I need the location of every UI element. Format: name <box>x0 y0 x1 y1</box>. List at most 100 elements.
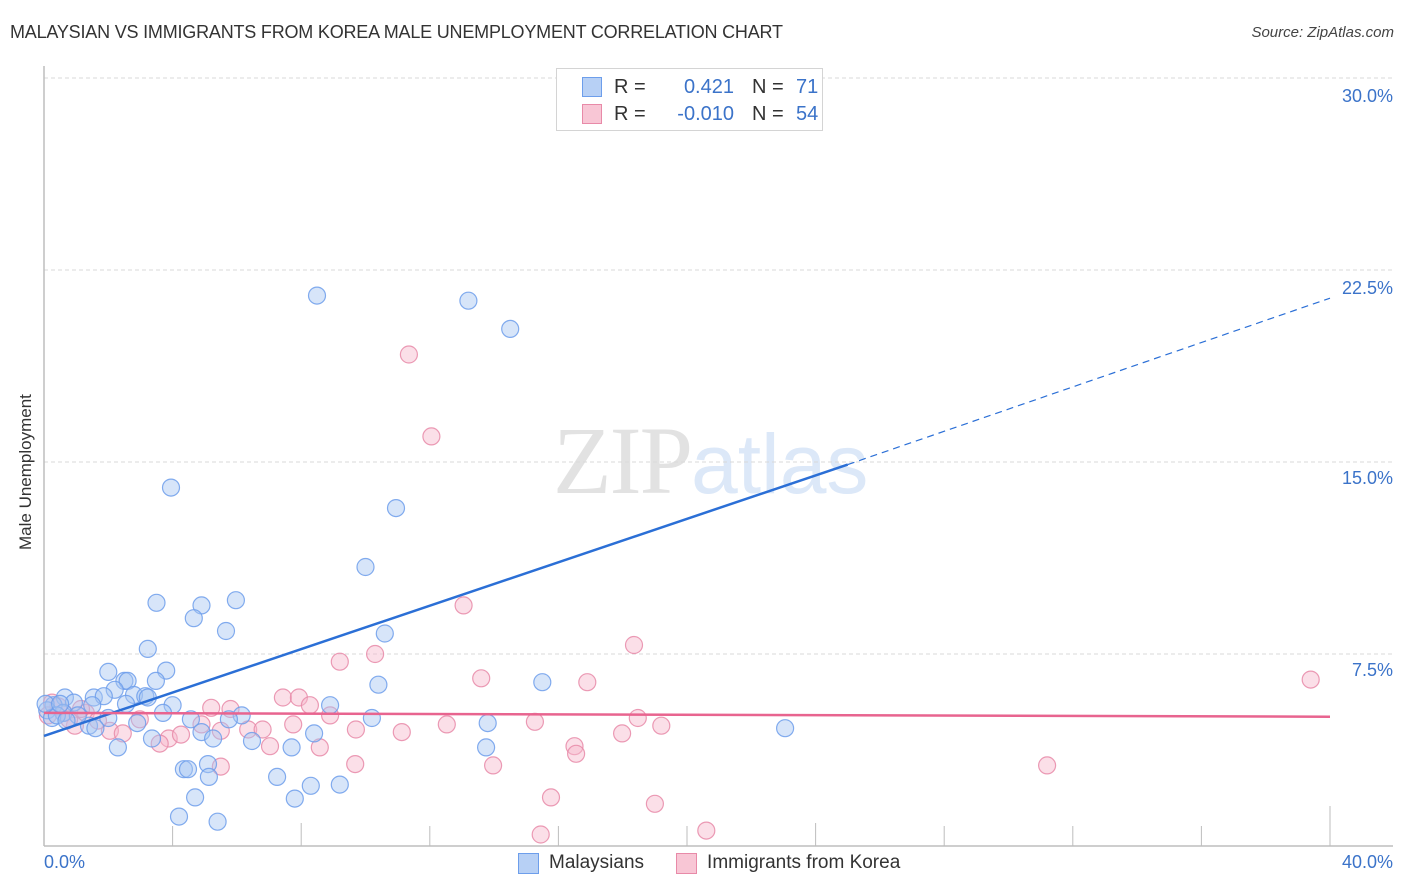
korea-point[interactable] <box>202 698 221 717</box>
malaysians-point[interactable] <box>501 319 520 338</box>
malaysians-point[interactable] <box>186 788 205 807</box>
malaysians-point[interactable] <box>307 286 327 305</box>
korea-point[interactable] <box>273 688 292 707</box>
malaysians-point[interactable] <box>478 713 497 733</box>
malaysians-swatch-icon <box>582 77 602 97</box>
korea-point[interactable] <box>566 744 586 763</box>
korea-point[interactable] <box>624 635 644 655</box>
korea-point[interactable] <box>531 825 550 844</box>
korea-point[interactable] <box>1301 670 1320 689</box>
malaysians-point[interactable] <box>47 706 67 725</box>
korea-point[interactable] <box>284 715 303 734</box>
malaysians-point[interactable] <box>285 789 304 808</box>
korea-point[interactable] <box>171 725 191 744</box>
malaysians-point[interactable] <box>216 621 236 641</box>
malaysians-point[interactable] <box>268 767 287 787</box>
malaysians-point[interactable] <box>204 729 223 748</box>
korea-point[interactable] <box>346 720 365 739</box>
malaysians-point[interactable] <box>174 760 193 779</box>
malaysians-trendline-projection <box>847 297 1331 466</box>
malaysians-point[interactable] <box>375 624 394 643</box>
malaysians-point[interactable] <box>226 591 245 610</box>
korea-point[interactable] <box>484 756 503 775</box>
korea-point[interactable] <box>321 706 340 725</box>
malaysians-point[interactable] <box>99 662 118 682</box>
korea-point[interactable] <box>192 715 211 734</box>
malaysians-point[interactable] <box>147 593 166 612</box>
malaysians-point[interactable] <box>301 776 320 795</box>
malaysians-point[interactable] <box>199 767 218 787</box>
korea-point[interactable] <box>422 427 441 446</box>
malaysians-point[interactable] <box>219 710 238 729</box>
malaysians-point[interactable] <box>142 729 162 748</box>
korea-point[interactable] <box>697 821 716 840</box>
malaysians-point[interactable] <box>362 708 381 728</box>
korea-point[interactable] <box>399 345 418 364</box>
malaysians-point[interactable] <box>108 738 128 757</box>
korea-point[interactable] <box>565 737 584 756</box>
malaysians-point[interactable] <box>459 291 478 310</box>
malaysians-point[interactable] <box>305 724 324 743</box>
malaysians-point[interactable] <box>477 738 496 757</box>
malaysians-trendline <box>43 463 849 738</box>
korea-point[interactable] <box>454 596 473 615</box>
malaysians-point[interactable] <box>161 478 181 497</box>
korea-r-value: -0.010 <box>677 102 734 125</box>
source-label: Source: ZipAtlas.com <box>1251 24 1394 41</box>
malaysians-point[interactable] <box>208 812 227 831</box>
korea-point[interactable] <box>366 644 385 664</box>
malaysians-point[interactable] <box>138 639 157 659</box>
malaysians-point[interactable] <box>533 673 552 692</box>
malaysians-point[interactable] <box>146 671 165 691</box>
korea-point[interactable] <box>525 712 545 731</box>
malaysians-point[interactable] <box>83 696 102 715</box>
legend-row-korea: R = -0.010 N = 54 <box>582 101 818 127</box>
malaysians-point[interactable] <box>330 775 349 794</box>
malaysians-point[interactable] <box>86 719 105 738</box>
korea-point[interactable] <box>346 754 365 774</box>
y-tick-30: 30.0% <box>1341 86 1393 106</box>
legend-row-malaysians: R = 0.421 N = 71 <box>582 74 818 100</box>
korea-point[interactable] <box>392 722 411 742</box>
korea-point[interactable] <box>437 715 456 734</box>
malaysians-point[interactable] <box>128 713 147 733</box>
malaysians-point[interactable] <box>356 557 375 577</box>
korea-point[interactable] <box>113 724 132 743</box>
korea-point[interactable] <box>541 788 561 807</box>
korea-point[interactable] <box>652 716 671 735</box>
korea-point[interactable] <box>1037 756 1057 775</box>
korea-point[interactable] <box>612 724 632 743</box>
malaysians-point[interactable] <box>198 754 218 774</box>
korea-point[interactable] <box>472 669 491 688</box>
malaysians-point[interactable] <box>105 680 124 699</box>
malaysians-point[interactable] <box>369 675 388 694</box>
malaysians-point[interactable] <box>192 722 211 742</box>
malaysians-point[interactable] <box>184 609 203 628</box>
y-axis-label: Male Unemployment <box>16 394 35 550</box>
y-tick-15: 15.0% <box>1341 468 1393 488</box>
malaysians-point[interactable] <box>386 499 406 518</box>
korea-point[interactable] <box>645 794 665 813</box>
korea-point[interactable] <box>253 720 272 739</box>
korea-point[interactable] <box>628 708 647 728</box>
malaysians-point[interactable] <box>775 719 795 738</box>
x-tick-max: 40.0% <box>1341 852 1393 872</box>
korea-trendline <box>43 711 1331 718</box>
malaysians-legend-swatch-icon <box>518 852 539 874</box>
series-legend: Malaysians Immigrants from Korea <box>518 852 932 874</box>
malaysians-point[interactable] <box>50 694 70 714</box>
malaysians-point[interactable] <box>181 710 200 729</box>
malaysians-point[interactable] <box>321 696 340 715</box>
malaysians-point[interactable] <box>178 760 198 779</box>
y-tick-7-5: 7.5% <box>1351 660 1393 680</box>
korea-point[interactable] <box>330 652 349 671</box>
legend-item-korea[interactable]: Immigrants from Korea <box>676 852 900 874</box>
malaysians-point[interactable] <box>169 807 189 826</box>
korea-point[interactable] <box>260 737 280 756</box>
malaysians-point[interactable] <box>242 731 262 751</box>
korea-point[interactable] <box>300 696 319 715</box>
legend-item-malaysians[interactable]: Malaysians <box>518 852 644 874</box>
korea-point[interactable] <box>578 673 597 692</box>
malaysians-point[interactable] <box>282 738 301 757</box>
